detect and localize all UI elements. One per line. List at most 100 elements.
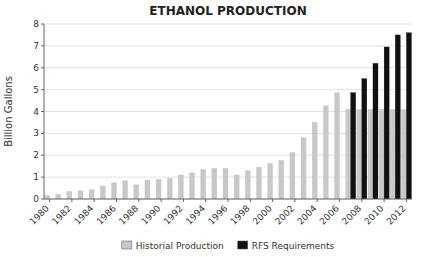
y-tick-label: 0 [33,194,39,204]
bar [89,190,94,199]
bar [256,167,261,199]
x-tick [49,199,50,202]
bar [234,175,239,199]
bar [395,35,400,199]
x-tick-label: 1994 [184,203,207,226]
bar [190,173,195,199]
x-tick [183,199,184,202]
x-tick [361,199,362,202]
x-tick-label: 1982 [50,203,73,226]
bar [123,181,128,199]
y-tick-label: 3 [33,128,39,138]
bar [390,109,395,199]
legend-item: RFS Requirements [238,241,335,251]
x-tick-label: 2006 [318,203,341,226]
x-tick-label: 2008 [340,203,363,226]
grid-line [44,24,412,25]
title: ETHANOL PRODUCTION [149,4,306,18]
legend: Historial Production RFS Requirements [122,241,335,251]
bar [334,93,339,199]
y-tick-label: 1 [33,172,39,182]
x-tick [116,199,117,202]
x-tick-label: 2004 [295,203,318,226]
y-tick-label: 7 [33,41,39,51]
x-tick [228,199,229,202]
x-tick-label: 2002 [273,203,296,226]
x-tick-label: 1992 [162,203,185,226]
legend-label: RFS Requirements [252,241,335,251]
y-tick-label: 2 [33,150,39,160]
bar [368,109,373,199]
x-tick [161,199,162,202]
x-tick-label: 1986 [95,203,118,226]
bar [156,179,161,199]
grid-line [44,67,412,68]
legend-item: Historial Production [122,241,224,251]
bar [357,109,362,199]
bars [45,33,412,199]
bar [100,186,105,199]
x-tick [384,199,385,202]
x-tick [272,199,273,202]
bar [279,160,284,199]
legend-label: Historial Production [136,241,224,251]
x-tick-label: 1990 [139,203,162,226]
y-tick-label: 8 [33,19,39,29]
x-tick-label: 1998 [228,203,251,226]
x-tick-label: 2000 [251,203,274,226]
grid-line [44,45,412,46]
x-tick [294,199,295,202]
x-tick [205,199,206,202]
x-tick-label: 1984 [72,203,95,226]
bar [268,163,273,199]
bar [45,195,50,199]
bar [167,178,172,199]
x-tick [138,199,139,202]
bar [362,79,367,199]
grid [44,24,412,199]
bar [78,191,83,199]
x-tick-label: 2010 [362,203,385,226]
grid-line [44,89,412,90]
x-tick [250,199,251,202]
bar [401,109,406,199]
bar [201,169,206,199]
bar [301,138,306,199]
x-tick [71,199,72,202]
bar [373,63,378,199]
bar [245,171,250,199]
x-tick [94,199,95,202]
legend-swatch [122,241,132,249]
chart-svg: ETHANOL PRODUCTION 0 1 2 3 4 5 6 7 8 Billion Gallo… [0,0,422,257]
y-tick-label: 5 [33,85,39,95]
y-tick-label: 6 [33,63,39,73]
bar [56,194,61,199]
bar [384,47,389,199]
x-tick-label: 1996 [206,203,229,226]
bar [323,106,328,199]
bar [223,168,228,199]
legend-swatch [238,241,248,249]
x-tick [339,199,340,202]
chart-container: ETHANOL PRODUCTION 0 1 2 3 4 5 6 7 8 Billion Gallo… [0,0,422,257]
bar [379,109,384,199]
y-axis-line [44,24,45,199]
x-tick [406,199,407,202]
bar [346,109,351,199]
bar [351,93,356,199]
bar [312,122,317,199]
bar [67,191,72,199]
bar [178,175,183,199]
x-tick-label: 1980 [28,203,51,226]
bar [212,168,217,199]
x-tick-label: 2012 [385,203,408,226]
y-tick-label: 4 [33,107,39,117]
bar [290,152,295,199]
x-tick-label: 1988 [117,203,140,226]
y-axis-label: Billion Gallons [3,76,14,147]
bar [145,180,150,199]
x-tick [317,199,318,202]
bar [134,185,139,199]
bar [406,33,411,199]
bar [111,183,116,199]
